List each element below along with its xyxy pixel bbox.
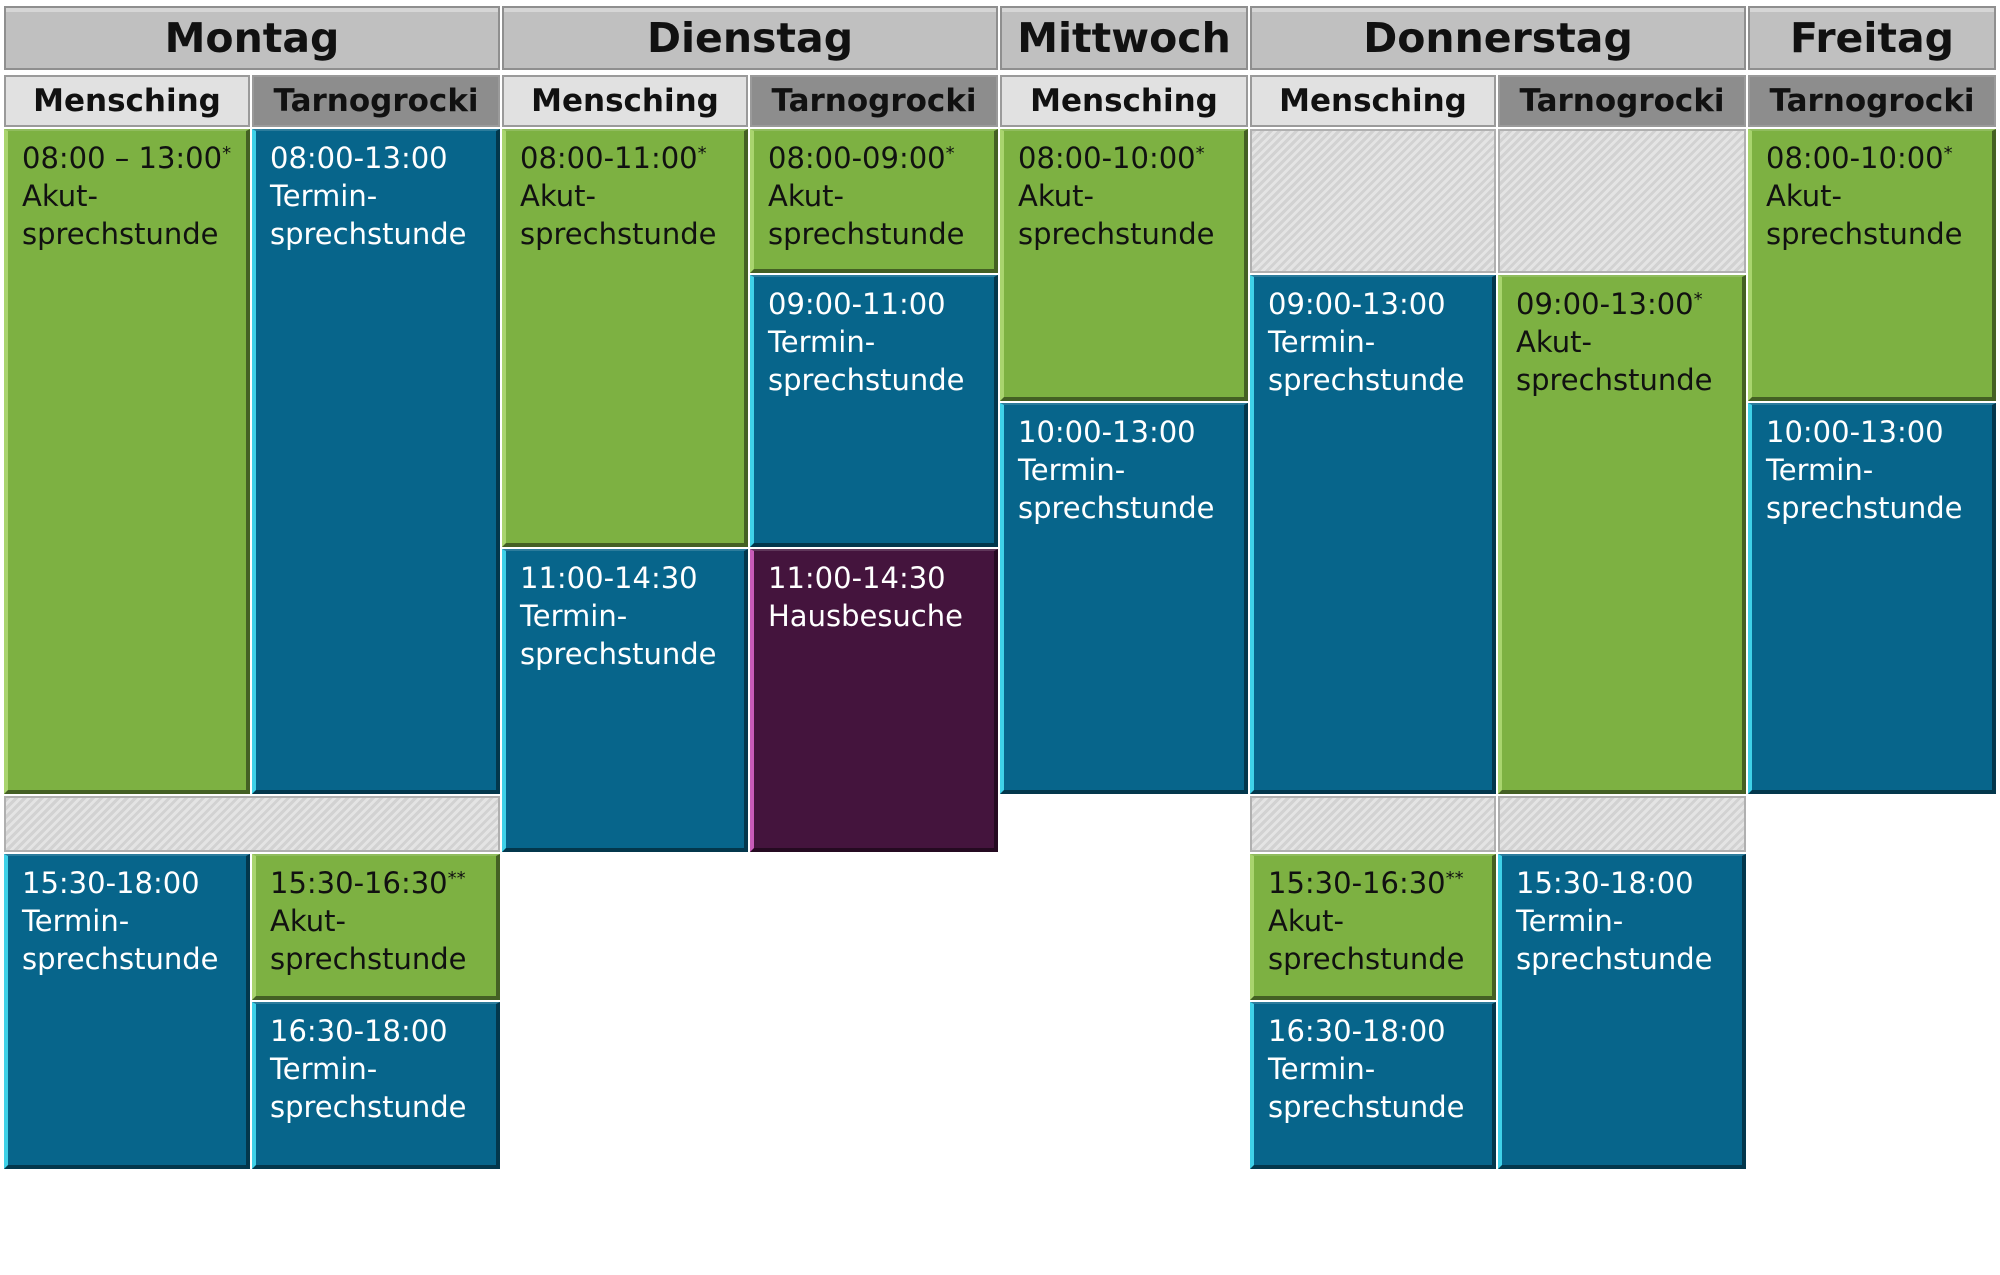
slot-time: 16:30-18:00: [1268, 1014, 1446, 1048]
slot-montag-mensching-akut: 08:00 – 13:00* Akut- sprechstunde: [4, 129, 250, 794]
slot-label: Akut-: [22, 179, 98, 213]
doctor-header-mittwoch-mensching: Mensching: [1000, 75, 1248, 127]
slot-dienstag-mensching-akut: 08:00-11:00* Akut- sprechstunde: [502, 129, 748, 547]
slot-montag-mensching-termin-pm: 15:30-18:00 Termin- sprechstunde: [4, 854, 250, 1169]
slot-label: sprechstunde: [520, 637, 717, 671]
slot-label: Termin-: [270, 179, 378, 213]
slot-time: 08:00 – 13:00*: [22, 141, 232, 175]
slot-label: Termin-: [768, 325, 876, 359]
slot-label: Termin-: [1766, 453, 1874, 487]
slot-label: sprechstunde: [1018, 491, 1215, 525]
slot-time: 15:30-18:00: [1516, 866, 1694, 900]
day-header-freitag: Freitag: [1748, 6, 1996, 70]
slot-label: sprechstunde: [768, 217, 965, 251]
day-header-dienstag: Dienstag: [502, 6, 998, 70]
slot-label: sprechstunde: [1018, 217, 1215, 251]
day-header-montag: Montag: [4, 6, 500, 70]
slot-label: sprechstunde: [1766, 217, 1963, 251]
slot-label: Termin-: [1268, 325, 1376, 359]
slot-label: sprechstunde: [1268, 1090, 1465, 1124]
slot-label: Akut-: [270, 904, 346, 938]
slot-label: Akut-: [520, 179, 596, 213]
slot-donnerstag-tarnogrocki-akut: 09:00-13:00* Akut- sprechstunde: [1498, 275, 1746, 794]
slot-montag-tarnogrocki-akut-pm: 15:30-16:30** Akut- sprechstunde: [252, 854, 500, 1000]
slot-dienstag-tarnogrocki-hausbesuche: 11:00-14:30 Hausbesuche: [750, 549, 998, 852]
slot-time: 09:00-13:00*: [1516, 287, 1703, 321]
slot-label: sprechstunde: [1766, 491, 1963, 525]
slot-freitag-tarnogrocki-akut: 08:00-10:00* Akut- sprechstunde: [1748, 129, 1996, 401]
slot-donnerstag-mensching-akut-pm: 15:30-16:30** Akut- sprechstunde: [1250, 854, 1496, 1000]
slot-label: sprechstunde: [520, 217, 717, 251]
doctor-header-donnerstag-mensching: Mensching: [1250, 75, 1496, 127]
closed-donnerstag-mensching: [1250, 129, 1496, 273]
slot-label: Akut-: [1268, 904, 1344, 938]
slot-mittwoch-mensching-akut: 08:00-10:00* Akut- sprechstunde: [1000, 129, 1248, 401]
doctor-header-montag-tarnogrocki: Tarnogrocki: [252, 75, 500, 127]
slot-label: sprechstunde: [1516, 363, 1713, 397]
slot-montag-tarnogrocki-termin-pm: 16:30-18:00 Termin- sprechstunde: [252, 1002, 500, 1169]
slot-label: sprechstunde: [768, 363, 965, 397]
slot-label: Termin-: [1018, 453, 1126, 487]
slot-donnerstag-mensching-termin-pm: 16:30-18:00 Termin- sprechstunde: [1250, 1002, 1496, 1169]
slot-mittwoch-mensching-termin: 10:00-13:00 Termin- sprechstunde: [1000, 403, 1248, 794]
slot-label: Termin-: [1516, 904, 1624, 938]
slot-time: 15:30-16:30**: [270, 866, 466, 900]
break-montag: [4, 796, 500, 852]
slot-donnerstag-tarnogrocki-termin-pm: 15:30-18:00 Termin- sprechstunde: [1498, 854, 1746, 1169]
slot-time: 08:00-13:00: [270, 141, 448, 175]
closed-donnerstag-tarnogrocki: [1498, 129, 1746, 273]
slot-label: Akut-: [1516, 325, 1592, 359]
doctor-header-dienstag-tarnogrocki: Tarnogrocki: [750, 75, 998, 127]
slot-label: sprechstunde: [1268, 363, 1465, 397]
slot-time: 08:00-11:00*: [520, 141, 707, 175]
slot-label: Termin-: [520, 599, 628, 633]
slot-label: sprechstunde: [1516, 942, 1713, 976]
slot-dienstag-mensching-termin: 11:00-14:30 Termin- sprechstunde: [502, 549, 748, 852]
slot-label: sprechstunde: [1268, 942, 1465, 976]
slot-label: sprechstunde: [22, 217, 219, 251]
doctor-header-dienstag-mensching: Mensching: [502, 75, 748, 127]
slot-time: 09:00-11:00: [768, 287, 946, 321]
slot-label: sprechstunde: [270, 942, 467, 976]
slot-label: Termin-: [270, 1052, 378, 1086]
slot-label: Akut-: [1766, 179, 1842, 213]
slot-time: 09:00-13:00: [1268, 287, 1446, 321]
slot-label: sprechstunde: [22, 942, 219, 976]
break-donnerstag-mensching: [1250, 796, 1496, 852]
slot-time: 08:00-10:00*: [1018, 141, 1205, 175]
slot-label: Termin-: [1268, 1052, 1376, 1086]
slot-time: 15:30-18:00: [22, 866, 200, 900]
slot-time: 10:00-13:00: [1018, 415, 1196, 449]
slot-time: 11:00-14:30: [520, 561, 698, 595]
doctor-header-freitag-tarnogrocki: Tarnogrocki: [1748, 75, 1996, 127]
day-header-mittwoch: Mittwoch: [1000, 6, 1248, 70]
slot-dienstag-tarnogrocki-akut: 08:00-09:00* Akut- sprechstunde: [750, 129, 998, 273]
slot-label: Hausbesuche: [768, 599, 963, 633]
slot-label: sprechstunde: [270, 1090, 467, 1124]
slot-time: 15:30-16:30**: [1268, 866, 1464, 900]
slot-donnerstag-mensching-termin: 09:00-13:00 Termin- sprechstunde: [1250, 275, 1496, 794]
slot-time: 10:00-13:00: [1766, 415, 1944, 449]
slot-freitag-tarnogrocki-termin: 10:00-13:00 Termin- sprechstunde: [1748, 403, 1996, 794]
slot-label: Akut-: [1018, 179, 1094, 213]
slot-label: sprechstunde: [270, 217, 467, 251]
slot-time: 08:00-09:00*: [768, 141, 955, 175]
doctor-header-montag-mensching: Mensching: [4, 75, 250, 127]
doctor-header-donnerstag-tarnogrocki: Tarnogrocki: [1498, 75, 1746, 127]
slot-montag-tarnogrocki-termin: 08:00-13:00 Termin- sprechstunde: [252, 129, 500, 794]
slot-label: Akut-: [768, 179, 844, 213]
slot-time: 16:30-18:00: [270, 1014, 448, 1048]
slot-label: Termin-: [22, 904, 130, 938]
slot-time: 11:00-14:30: [768, 561, 946, 595]
break-donnerstag-tarnogrocki: [1498, 796, 1746, 852]
slot-dienstag-tarnogrocki-termin: 09:00-11:00 Termin- sprechstunde: [750, 275, 998, 547]
day-header-donnerstag: Donnerstag: [1250, 6, 1746, 70]
slot-time: 08:00-10:00*: [1766, 141, 1953, 175]
